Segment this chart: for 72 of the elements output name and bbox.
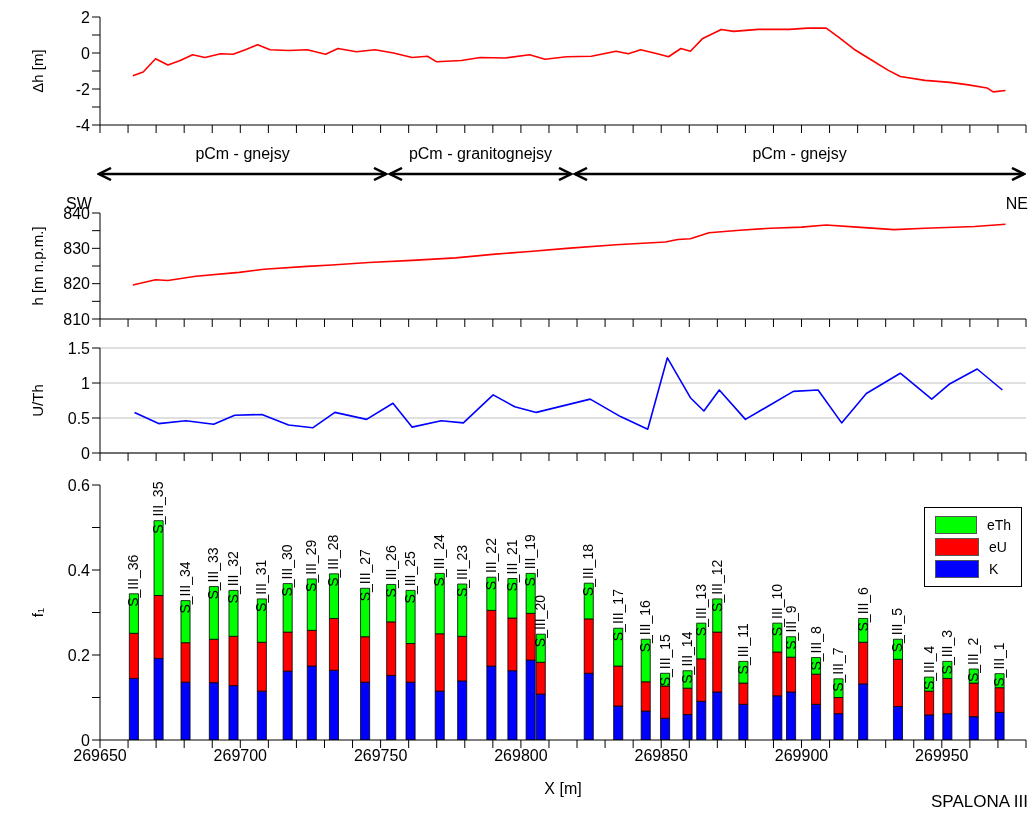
x-tick-label: 269750 (353, 747, 408, 765)
annotation: S_III_24 (431, 534, 448, 587)
annotation: S_III_6 (854, 586, 871, 632)
annotation: S_III_19 (522, 534, 539, 587)
line-series (132, 27, 1007, 93)
annotation: S_III_16 (637, 599, 654, 653)
annotation: S_III_28 (325, 534, 342, 587)
annotation: S_III_15 (656, 633, 673, 687)
x-tick-label: 269950 (915, 747, 969, 765)
annotation: S_III_12 (708, 559, 725, 612)
annotation: S_III_7 (829, 647, 846, 692)
annotation: S_III_11 (734, 623, 751, 675)
x-tick-label: 269900 (774, 747, 829, 765)
annotation: S_III_9 (782, 605, 799, 650)
y-tick-label: 2 (81, 8, 91, 26)
y-tick-label: -2 (75, 80, 91, 98)
legend-label: eU (989, 539, 1007, 555)
annotation: S_III_2 (965, 637, 982, 683)
x-axis-title: X [m] (544, 780, 582, 797)
annotation: S_III_33 (205, 547, 222, 600)
legend-label: K (989, 561, 999, 577)
annotation: S_III_8 (807, 625, 824, 671)
annotation: S_III_35 (150, 481, 167, 534)
x-tick-label: 269850 (634, 747, 689, 765)
line-series (132, 223, 1007, 286)
annotation: S_III_31 (253, 559, 270, 612)
y-tick-label: 0.2 (67, 646, 91, 664)
text: NE (1005, 195, 1028, 213)
annotation: S_III_5 (889, 607, 906, 653)
annotation: S_III_26 (382, 545, 399, 598)
y-tick-label: 810 (63, 310, 91, 328)
annotation: S_III_25 (402, 551, 419, 604)
y-tick-label: 0 (81, 444, 91, 462)
annotation: S_III_3 (938, 629, 955, 675)
y-tick-label: 830 (63, 240, 91, 258)
annotation: S_III_4 (920, 645, 937, 691)
annotation: S_III_30 (279, 544, 296, 597)
y-axis-title: Δh [m] (29, 49, 47, 93)
y-tick-label: 820 (63, 275, 91, 293)
annotation: S_III_34 (177, 561, 194, 614)
y-tick-label: 0 (81, 731, 91, 749)
annotation: S_III_18 (580, 543, 597, 597)
y-axis-title: U/Th (29, 384, 47, 417)
y-axis-title: h [m n.p.m.] (29, 226, 47, 306)
annotation: S_III_22 (482, 537, 499, 591)
y-tick-label: 1 (81, 374, 91, 392)
x-tick-label: 269700 (213, 747, 268, 765)
y-tick-label: 0.4 (67, 561, 91, 579)
annotation: S_III_23 (453, 544, 470, 598)
x-tick-label: 269800 (494, 747, 548, 765)
annotation: S_III_36 (125, 554, 142, 607)
line-series (133, 357, 1004, 430)
annotation: S_III_10 (768, 583, 785, 637)
y-tick-label: 0.6 (67, 476, 91, 494)
y-axis-title: f₁ (29, 607, 47, 618)
annotation: S_III_29 (303, 539, 320, 592)
legend-label: eTh (986, 517, 1011, 533)
y-tick-label: 1.5 (67, 339, 91, 357)
y-tick-label: 0.5 (67, 409, 91, 427)
y-tick-label: -4 (75, 116, 91, 134)
annotation: S_III_20 (532, 594, 549, 648)
annotation: S_III_32 (225, 551, 242, 604)
annotation: S_III_21 (503, 539, 520, 592)
text: pCm - gnejsy (194, 145, 291, 164)
text: pCm - gnejsy (751, 145, 848, 164)
annotation: S_III_17 (609, 588, 626, 642)
text: SPALONA III (930, 792, 1028, 812)
text: pCm - granitognejsy (407, 145, 554, 164)
annotation: S_III_1 (991, 642, 1008, 687)
annotation: S_III_27 (356, 548, 373, 602)
y-tick-label: 0 (81, 44, 91, 62)
x-tick-label: 269650 (73, 747, 127, 765)
